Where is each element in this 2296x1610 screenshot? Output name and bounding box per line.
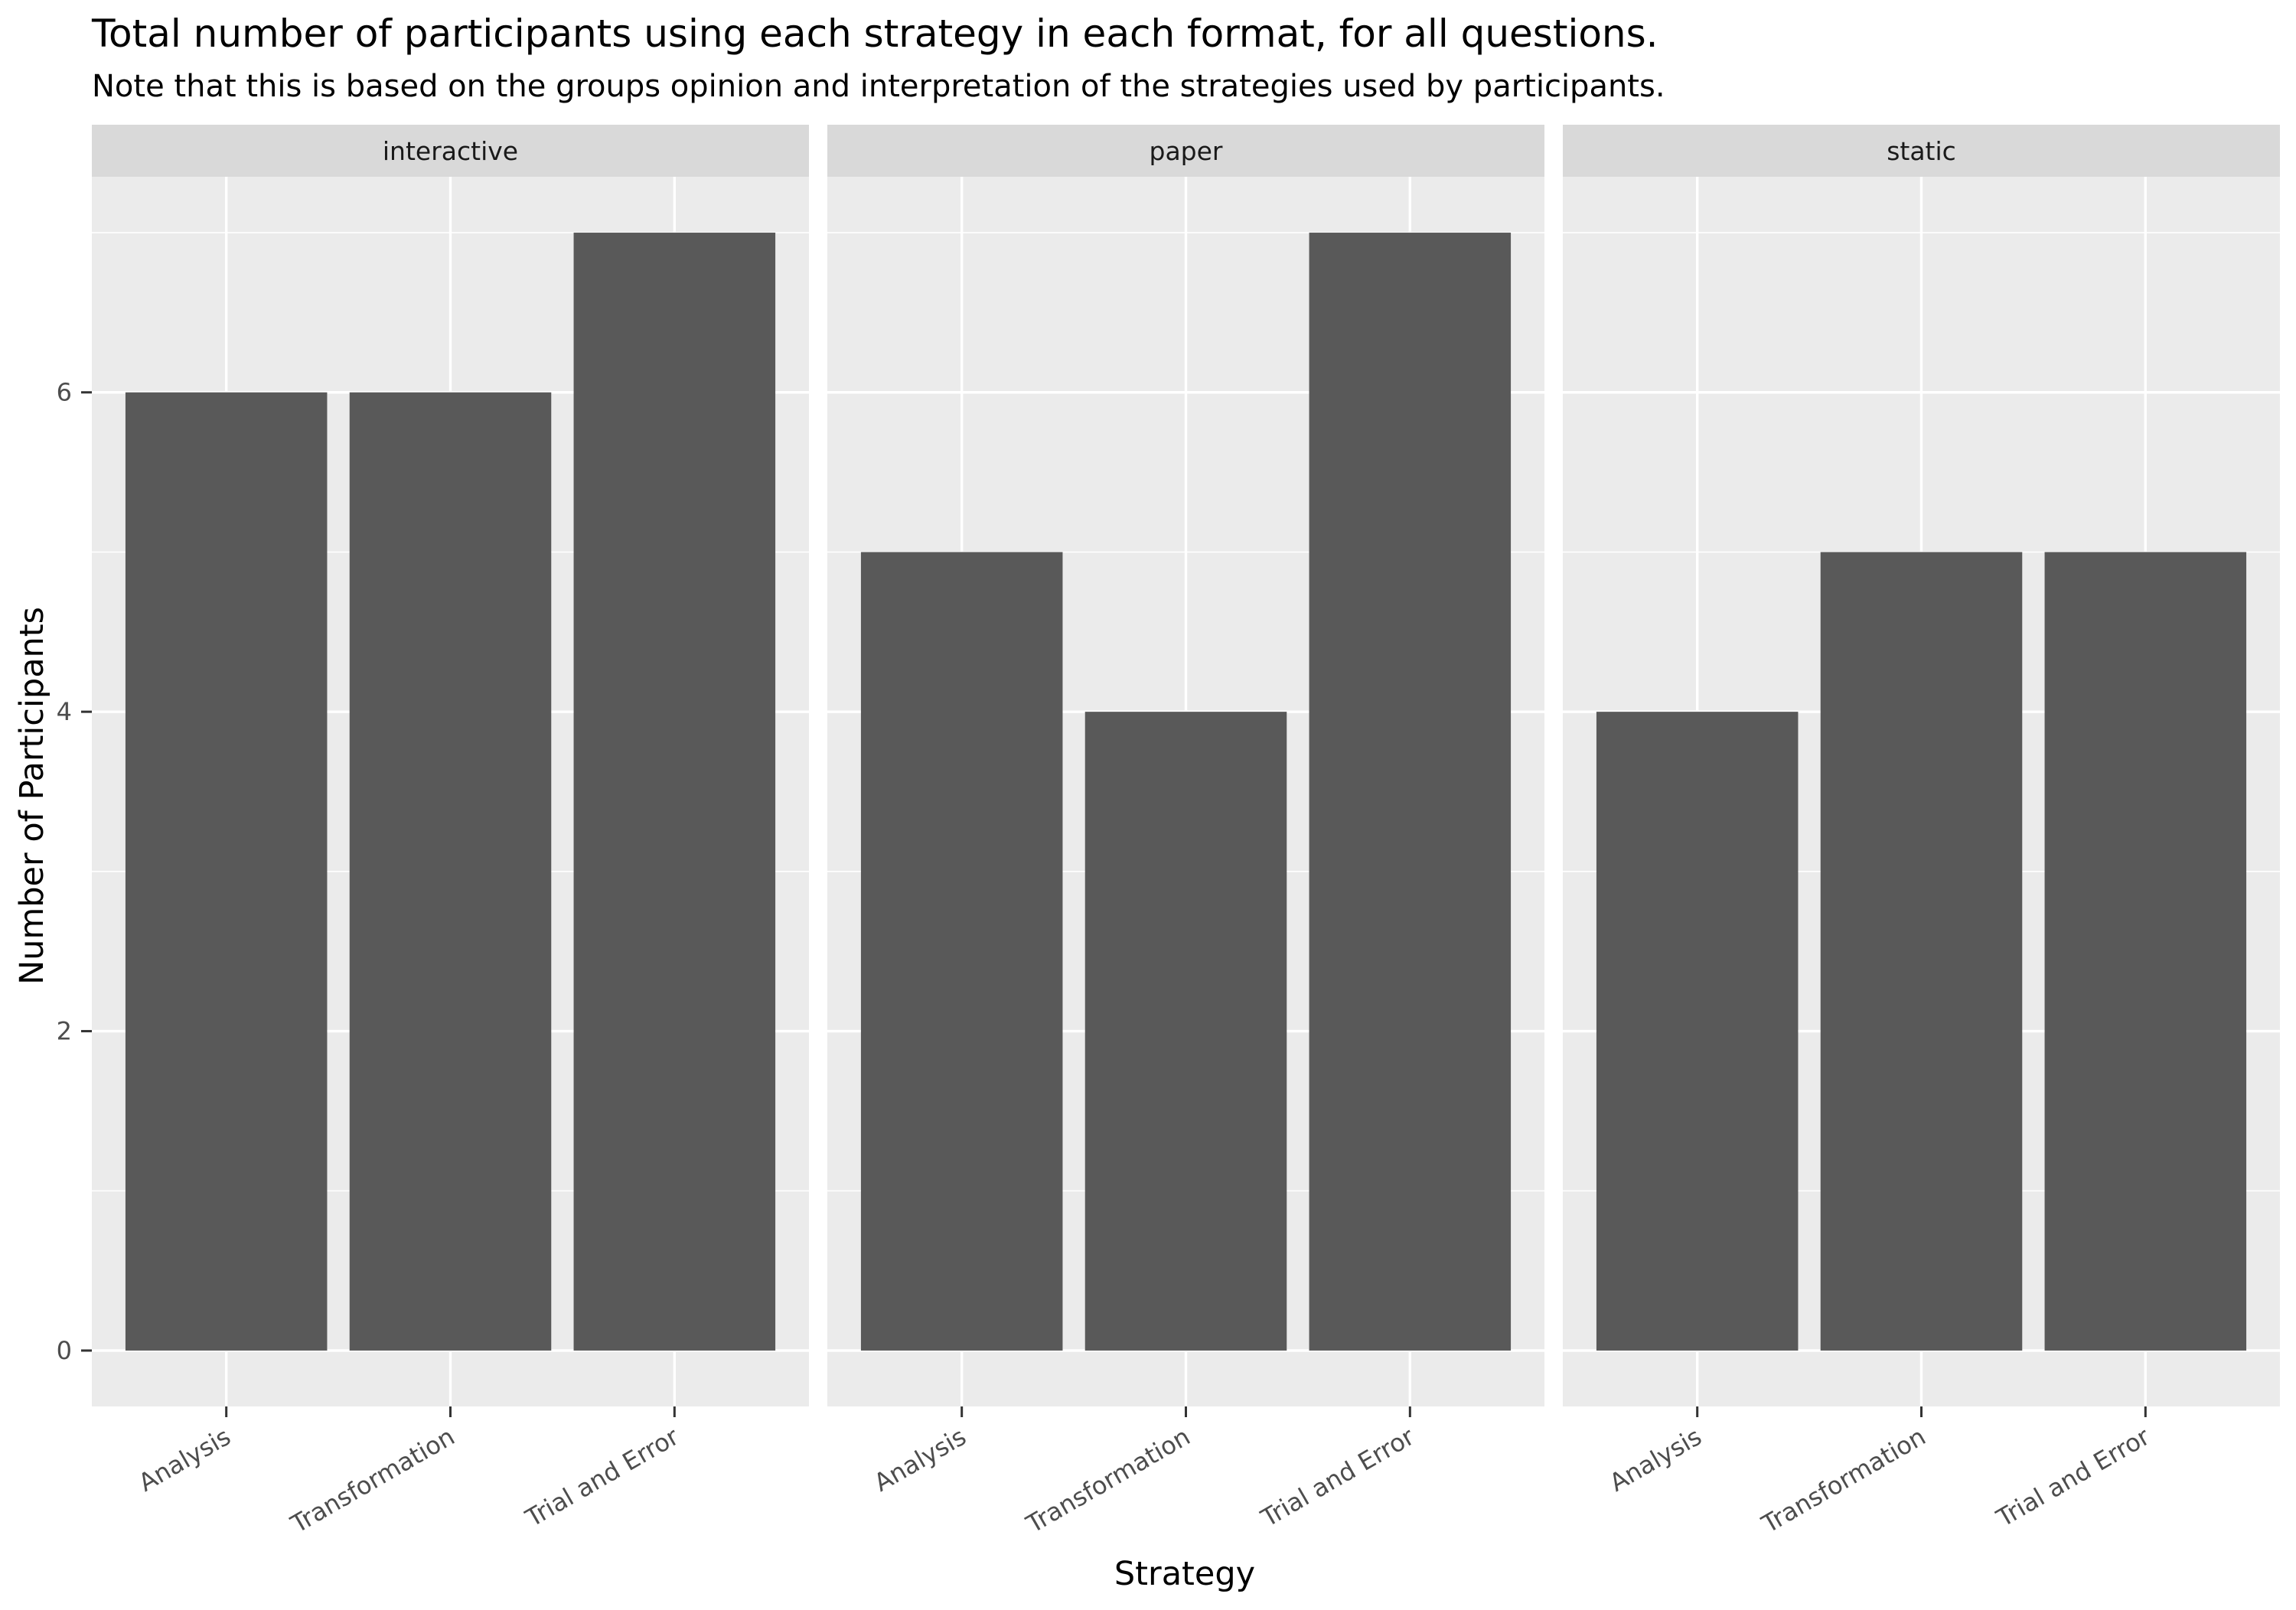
x-tick-label: Transformation: [285, 1422, 460, 1539]
bar-analysis: [1596, 712, 1799, 1351]
x-tick-label: Transformation: [1756, 1422, 1931, 1539]
chart-subtitle: Note that this is based on the groups op…: [92, 69, 1665, 104]
bar-transformation: [1084, 712, 1287, 1351]
bar-transformation: [349, 392, 552, 1351]
facet-label: static: [1887, 136, 1956, 166]
x-tick-label: Trial and Error: [1256, 1422, 1420, 1533]
bar-trial-and-error: [1309, 233, 1512, 1351]
y-tick-label: 6: [57, 378, 72, 407]
x-tick-label: Analysis: [1605, 1422, 1707, 1498]
y-axis-title: Number of Participants: [13, 607, 51, 985]
y-tick-label: 0: [57, 1336, 72, 1365]
x-axis-title: Strategy: [1114, 1555, 1255, 1593]
facet-panel-interactive: interactive Analysis Transformation Trial a…: [92, 125, 809, 1539]
facet-panel-static: static Analysis Transformation Trial and Er…: [1563, 125, 2280, 1539]
x-tick-label: Transformation: [1021, 1422, 1195, 1539]
chart-title: Total number of participants using each …: [91, 11, 1658, 56]
facet-panel-paper: paper Analysis Transformation Trial and Err…: [827, 125, 1544, 1539]
y-tick-label: 2: [57, 1017, 72, 1046]
x-tick-label: Analysis: [869, 1422, 971, 1498]
bar-trial-and-error: [2044, 552, 2247, 1351]
bar-analysis: [860, 552, 1063, 1351]
bar-analysis: [125, 392, 328, 1351]
y-axis: 0 2 4 6: [57, 378, 92, 1365]
x-tick-label: Trial and Error: [1991, 1422, 2156, 1533]
x-tick-label: Trial and Error: [520, 1422, 685, 1533]
facet-panels: interactive Analysis Transformation Trial a…: [92, 125, 2280, 1539]
x-tick-label: Analysis: [134, 1422, 236, 1498]
facet-strip: [1563, 125, 2280, 177]
facet-label: interactive: [383, 136, 518, 166]
facet-strip: [827, 125, 1544, 177]
facet-label: paper: [1150, 136, 1223, 166]
bar-transformation: [1820, 552, 2023, 1351]
y-tick-label: 4: [57, 697, 72, 726]
facet-strip: [92, 125, 809, 177]
bar-trial-and-error: [573, 233, 776, 1351]
